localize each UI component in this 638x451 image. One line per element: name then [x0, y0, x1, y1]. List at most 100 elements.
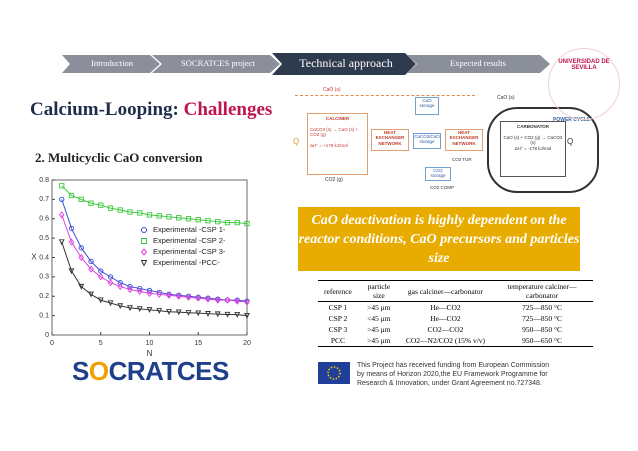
- label: CO2 COMP: [430, 185, 455, 190]
- label: CO2 TUR: [452, 157, 472, 162]
- y-tick-label: 0.6: [39, 216, 49, 223]
- label: CaCO3 (s) → CaO (s) + CO2 (g): [310, 126, 359, 138]
- y-tick-label: 0.1: [39, 312, 49, 319]
- chart: 0 0.1 0.2 0.3 0.4 0.5 0.6 0.7 0.8 0 5 10 15 20 N X Exper…: [31, 177, 251, 358]
- marker: [127, 283, 133, 290]
- marker: [88, 265, 94, 273]
- label: CO2 (g): [325, 177, 343, 183]
- cell: 725—850 °C: [522, 303, 562, 312]
- marker: [185, 310, 192, 316]
- marker: [107, 205, 114, 211]
- marker: [156, 290, 163, 298]
- logo-part: S: [72, 356, 89, 386]
- legend-label: Experimental -CSP 3-: [153, 247, 226, 256]
- legend-label: Experimental -CSP 2-: [153, 236, 226, 245]
- marker: [136, 306, 143, 313]
- flow: [295, 95, 475, 96]
- nav-chevron[interactable]: [152, 55, 280, 73]
- marker: [107, 279, 114, 287]
- nav-label: Expected results: [450, 58, 506, 68]
- marker: [78, 283, 85, 290]
- marker: [214, 311, 221, 318]
- marker: [166, 291, 172, 299]
- marker: [68, 268, 75, 275]
- marker: [97, 297, 104, 304]
- legend-marker: [140, 248, 148, 256]
- marker: [176, 215, 182, 221]
- storage: CaO storage: [415, 97, 439, 115]
- y-tick-label: 0.7: [39, 196, 49, 203]
- legend-label: Experimental -CSP 1-: [153, 225, 226, 234]
- hex: HEAT EXCHANGER NETWORK: [371, 129, 409, 151]
- marker: [127, 209, 133, 215]
- marker: [195, 310, 202, 317]
- cell: 725—850 °C: [522, 314, 562, 323]
- marker: [136, 287, 143, 296]
- table-row: CSP 2 <45 μm He—CO2 725—850 °C: [318, 313, 593, 324]
- th: temperature calciner—carbonator: [507, 282, 577, 300]
- label: CaO (s) + CO2 (g) → CaCO3 (s): [503, 134, 563, 146]
- marker: [58, 239, 65, 246]
- marker: [146, 289, 153, 297]
- nav-chevron[interactable]: [62, 55, 160, 73]
- nav-chevron[interactable]: [407, 55, 550, 73]
- table: reference particle size gas calciner—carbo…: [318, 280, 594, 347]
- marker: [117, 207, 123, 213]
- marker: [146, 307, 153, 314]
- label: CARBONATOR: [516, 124, 550, 129]
- label: ΔH° = +178 kJ/mol: [310, 142, 348, 148]
- marker: [98, 202, 104, 208]
- logo-part: O: [88, 356, 109, 386]
- marker: [234, 219, 240, 226]
- line: by means of Horizon 2020,the EU Framewor…: [357, 371, 548, 378]
- cell: CSP 2: [328, 314, 348, 323]
- marker: [244, 312, 250, 319]
- nav-label: Technical approach: [299, 56, 392, 70]
- line: This Project has received funding from E…: [357, 362, 550, 369]
- logo-part: CRATCES: [108, 356, 230, 386]
- marker: [117, 280, 123, 286]
- marker: [117, 282, 124, 291]
- marker: [195, 294, 202, 302]
- title-part: Challenges: [183, 99, 273, 120]
- legend-marker: [140, 260, 148, 267]
- marker: [166, 309, 172, 315]
- marker: [166, 214, 172, 220]
- calciner: CALCINER CaCO3 (s) → CaO (s) + CO2 (g) ΔH°…: [307, 113, 368, 175]
- x-tick-label: 20: [243, 340, 251, 347]
- marker: [107, 300, 114, 307]
- marker: [224, 219, 231, 226]
- marker: [78, 196, 84, 203]
- marker: [107, 274, 114, 280]
- label: CaO (s): [497, 95, 515, 101]
- nav-chevron[interactable]: [272, 53, 416, 75]
- cell: >45 μm: [367, 336, 391, 345]
- storage: CaCO3/CaO storage: [413, 133, 441, 149]
- marker: [88, 258, 94, 265]
- line: Research & Innovation, under Grant Agree…: [357, 380, 542, 387]
- marker: [156, 213, 162, 219]
- cell: He—CO2: [430, 314, 461, 323]
- marker: [59, 183, 65, 189]
- marker: [156, 308, 163, 314]
- th: particle size: [367, 282, 391, 300]
- nav-label: SOCRATCES project: [181, 58, 256, 68]
- cell: 950—850 °C: [522, 325, 562, 334]
- marker: [244, 220, 250, 227]
- legend-marker: [141, 238, 147, 244]
- marker: [175, 309, 182, 316]
- legend-marker: [141, 227, 147, 233]
- marker: [127, 305, 133, 312]
- th: reference: [324, 286, 352, 296]
- marker: [244, 298, 250, 306]
- socratces-logo: SOCRATCES: [72, 356, 229, 387]
- cell: <45 μm: [367, 314, 391, 323]
- y-tick-label: 0: [45, 332, 49, 339]
- label: ΔH° = -178 kJ/mol: [514, 145, 552, 151]
- table-row: CSP 1 >45 μm He—CO2 725—850 °C: [318, 302, 593, 314]
- table-row: PCC >45 μm CO2—N2/CO2 (15% v/v) 950—650 °C: [318, 335, 593, 347]
- title-part: Calcium-Looping:: [30, 99, 179, 120]
- marker: [68, 192, 75, 199]
- cell: >45 μm: [367, 303, 391, 312]
